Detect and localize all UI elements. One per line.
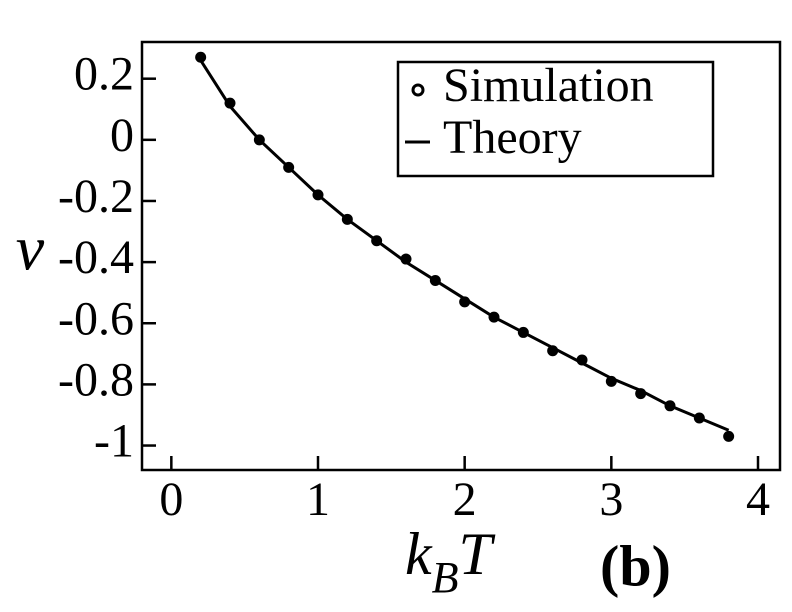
y-tick-label: -0.4 <box>58 231 134 284</box>
y-tick-label: -1 <box>94 415 134 468</box>
x-axis-label: kBT <box>405 521 496 602</box>
x-tick-label: 3 <box>599 473 623 526</box>
x-tick-label: 4 <box>746 473 770 526</box>
panel-label: (b) <box>600 533 671 598</box>
x-label-k: k <box>405 521 433 587</box>
y-tick-label: -0.8 <box>58 353 134 406</box>
plot-frame <box>140 40 782 472</box>
data-point <box>723 430 735 442</box>
y-tick-label: -0.2 <box>58 170 134 223</box>
x-tick-label: 0 <box>159 473 183 526</box>
y-tick-label: 0.2 <box>74 48 134 101</box>
legend-label: Theory <box>443 111 582 164</box>
data-point <box>195 51 207 63</box>
x-label-t: T <box>459 521 496 587</box>
theory-line <box>199 59 730 432</box>
x-tick-label: 2 <box>453 473 477 526</box>
x-tick-label: 1 <box>306 473 330 526</box>
legend-label: Simulation <box>443 59 654 112</box>
x-label-sub: B <box>432 553 459 602</box>
y-axis-label: v <box>16 213 45 284</box>
y-tick-label: -0.6 <box>58 292 134 345</box>
legend-marker <box>411 83 425 97</box>
y-tick-label: 0 <box>110 109 134 162</box>
legend-box <box>396 60 715 178</box>
